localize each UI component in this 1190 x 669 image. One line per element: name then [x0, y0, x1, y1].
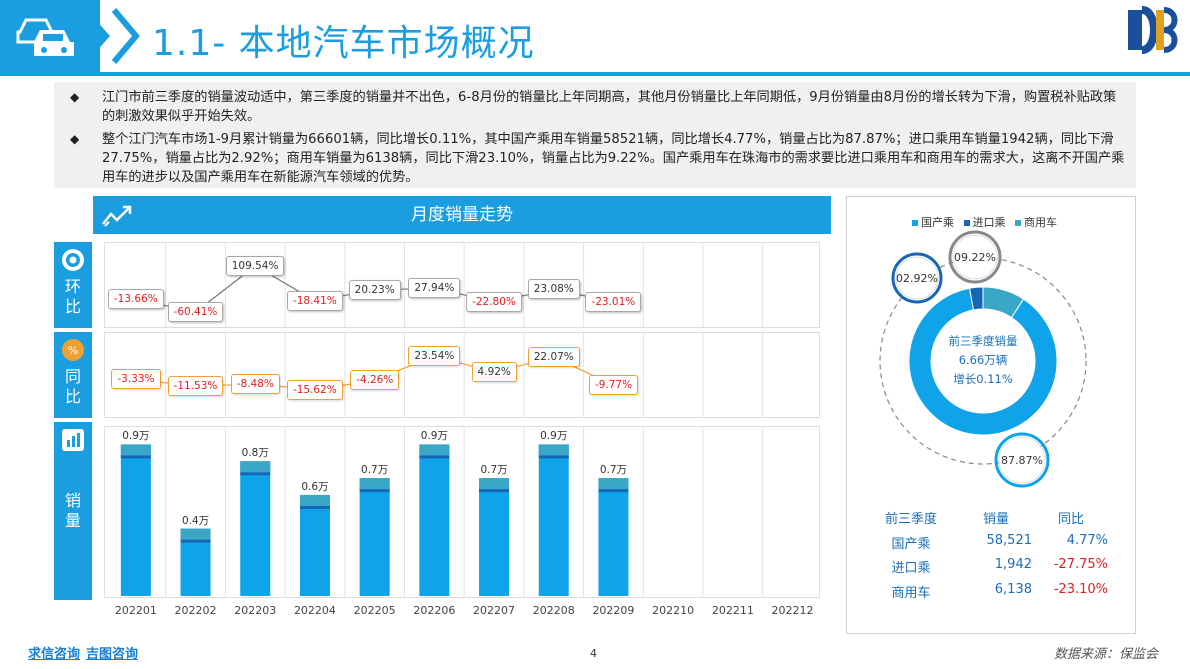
sales-panel	[104, 426, 820, 598]
trend-icon	[102, 205, 132, 227]
summary-text: 整个江门汽车市场1-9月累计销量为66601辆，同比增长0.11%，其中国产乘用…	[102, 132, 1125, 185]
page-number: 4	[590, 647, 597, 660]
legend-label: 国产乘	[921, 216, 954, 229]
table-cell: 进口乘	[891, 561, 931, 576]
legend-item: 商用车	[1015, 216, 1057, 229]
data-label: -13.66%	[107, 289, 164, 310]
x-tick-label: 202206	[413, 604, 456, 617]
bar-value-label: 0.7万	[480, 464, 508, 477]
x-tick-label: 202210	[652, 604, 695, 617]
bar-value-label: 0.7万	[599, 464, 628, 477]
data-label: 20.23%	[348, 280, 401, 301]
data-label: -9.77%	[588, 374, 639, 395]
data-label: -18.41%	[286, 290, 343, 311]
bar-value-label: 0.4万	[181, 514, 210, 527]
legend-label: 商用车	[1024, 216, 1057, 229]
bar-value-label: 0.7万	[361, 464, 389, 477]
data-label: -3.33%	[111, 369, 161, 390]
table-header-cell: 前三季度	[884, 512, 937, 527]
legend-item: 进口乘	[963, 216, 1006, 229]
table-cell: -23.10%	[1053, 582, 1108, 597]
table-cell: 58,521	[986, 533, 1033, 548]
table-header-cell: 销量	[982, 512, 1009, 527]
svg-text:%: %	[68, 344, 78, 357]
header-chevron	[78, 0, 110, 72]
table-cell: 商用车	[891, 586, 931, 601]
tab-label: 环	[64, 277, 81, 296]
bar-value-label: 0.6万	[301, 480, 329, 493]
footer-brands[interactable]: 求信咨询 吉图咨询	[28, 643, 144, 662]
table-cell: 4.77%	[1066, 533, 1108, 548]
tab-label: 比	[64, 387, 81, 406]
x-tick-label: 202203	[234, 604, 277, 617]
data-label: 4.92%	[471, 362, 517, 383]
data-label: -4.26%	[350, 370, 400, 391]
tongbi-panel	[104, 332, 820, 418]
tab-label: 量	[64, 511, 81, 530]
data-source: 数据来源：保监会	[1054, 647, 1159, 662]
table-header-cell: 同比	[1057, 512, 1084, 527]
tab-tongbi: % 同 比	[54, 332, 92, 418]
x-tick-label: 202208	[532, 604, 575, 617]
x-tick-label: 202207	[473, 604, 516, 617]
tab-huanbi: 环 比	[54, 242, 92, 328]
legend-label: 进口乘	[972, 216, 1006, 229]
pie-legend: 国产乘 进口乘 商用车	[912, 214, 1063, 230]
brand-link[interactable]: 求信咨询	[28, 647, 81, 662]
data-label: -23.01%	[585, 291, 642, 312]
table-cell: -27.75%	[1053, 557, 1108, 572]
data-label: 27.94%	[408, 278, 461, 299]
bar-value-label: 0.9万	[540, 430, 568, 443]
data-label: 23.08%	[527, 279, 580, 300]
x-tick-label: 202204	[293, 604, 336, 617]
x-tick-label: 202212	[771, 604, 814, 617]
data-label: -11.53%	[167, 376, 224, 397]
data-label: -8.48%	[230, 373, 280, 394]
x-tick-label: 202202	[174, 604, 217, 617]
data-label: -60.41%	[167, 302, 224, 322]
bar-chart-icon	[62, 429, 84, 451]
table-cell: 国产乘	[891, 537, 931, 552]
chart-banner: 月度销量走势	[93, 196, 831, 234]
x-tick-label: 202211	[711, 604, 754, 617]
table-cell: 6,138	[994, 582, 1032, 597]
target-icon	[62, 249, 84, 271]
bar-value-label: 0.9万	[122, 430, 150, 443]
chart-title: 月度销量走势	[411, 205, 513, 225]
page-title: 1.1- 本地汽车市场概况	[152, 23, 535, 64]
bar-value-label: 0.8万	[241, 447, 269, 460]
car-icon	[16, 18, 74, 56]
tab-xiaoliang: 销 量	[54, 422, 92, 600]
tab-label: 比	[64, 297, 81, 316]
summary-bullet: ◆ 整个江门汽车市场1-9月累计销量为66601辆，同比增长0.11%，其中国产乘…	[70, 132, 1125, 185]
tab-label: 销	[64, 491, 81, 510]
brand-logo-icon	[1128, 6, 1178, 54]
data-label: 23.54%	[408, 346, 461, 366]
header-divider	[0, 72, 1190, 76]
bar-value-label: 0.9万	[420, 430, 448, 443]
data-label: -15.62%	[286, 380, 343, 400]
data-label: 22.07%	[527, 347, 580, 368]
summary-bullet: ◆ 江门市前三季度的销量波动适中，第三季度的销量并不出色，6-8月份的销量比上年同…	[70, 90, 1117, 124]
x-tick-label: 202205	[353, 604, 396, 617]
header-chevron-icon	[112, 8, 140, 64]
table-cell: 1,942	[994, 557, 1032, 572]
brand-link[interactable]: 吉图咨询	[86, 647, 139, 662]
summary-box: ◆ 江门市前三季度的销量波动适中，第三季度的销量并不出色，6-8月份的销量比上年同…	[54, 82, 1136, 188]
tab-label: 同	[64, 367, 81, 386]
x-tick-label: 202209	[592, 604, 635, 617]
data-label: 109.54%	[225, 256, 285, 276]
x-tick-label: 202201	[114, 604, 157, 617]
data-label: -22.80%	[466, 291, 522, 312]
percent-icon: %	[62, 339, 84, 361]
summary-text: 江门市前三季度的销量波动适中，第三季度的销量并不出色，6-8月份的销量比上年同期…	[102, 90, 1117, 124]
legend-item: 国产乘	[912, 216, 954, 229]
